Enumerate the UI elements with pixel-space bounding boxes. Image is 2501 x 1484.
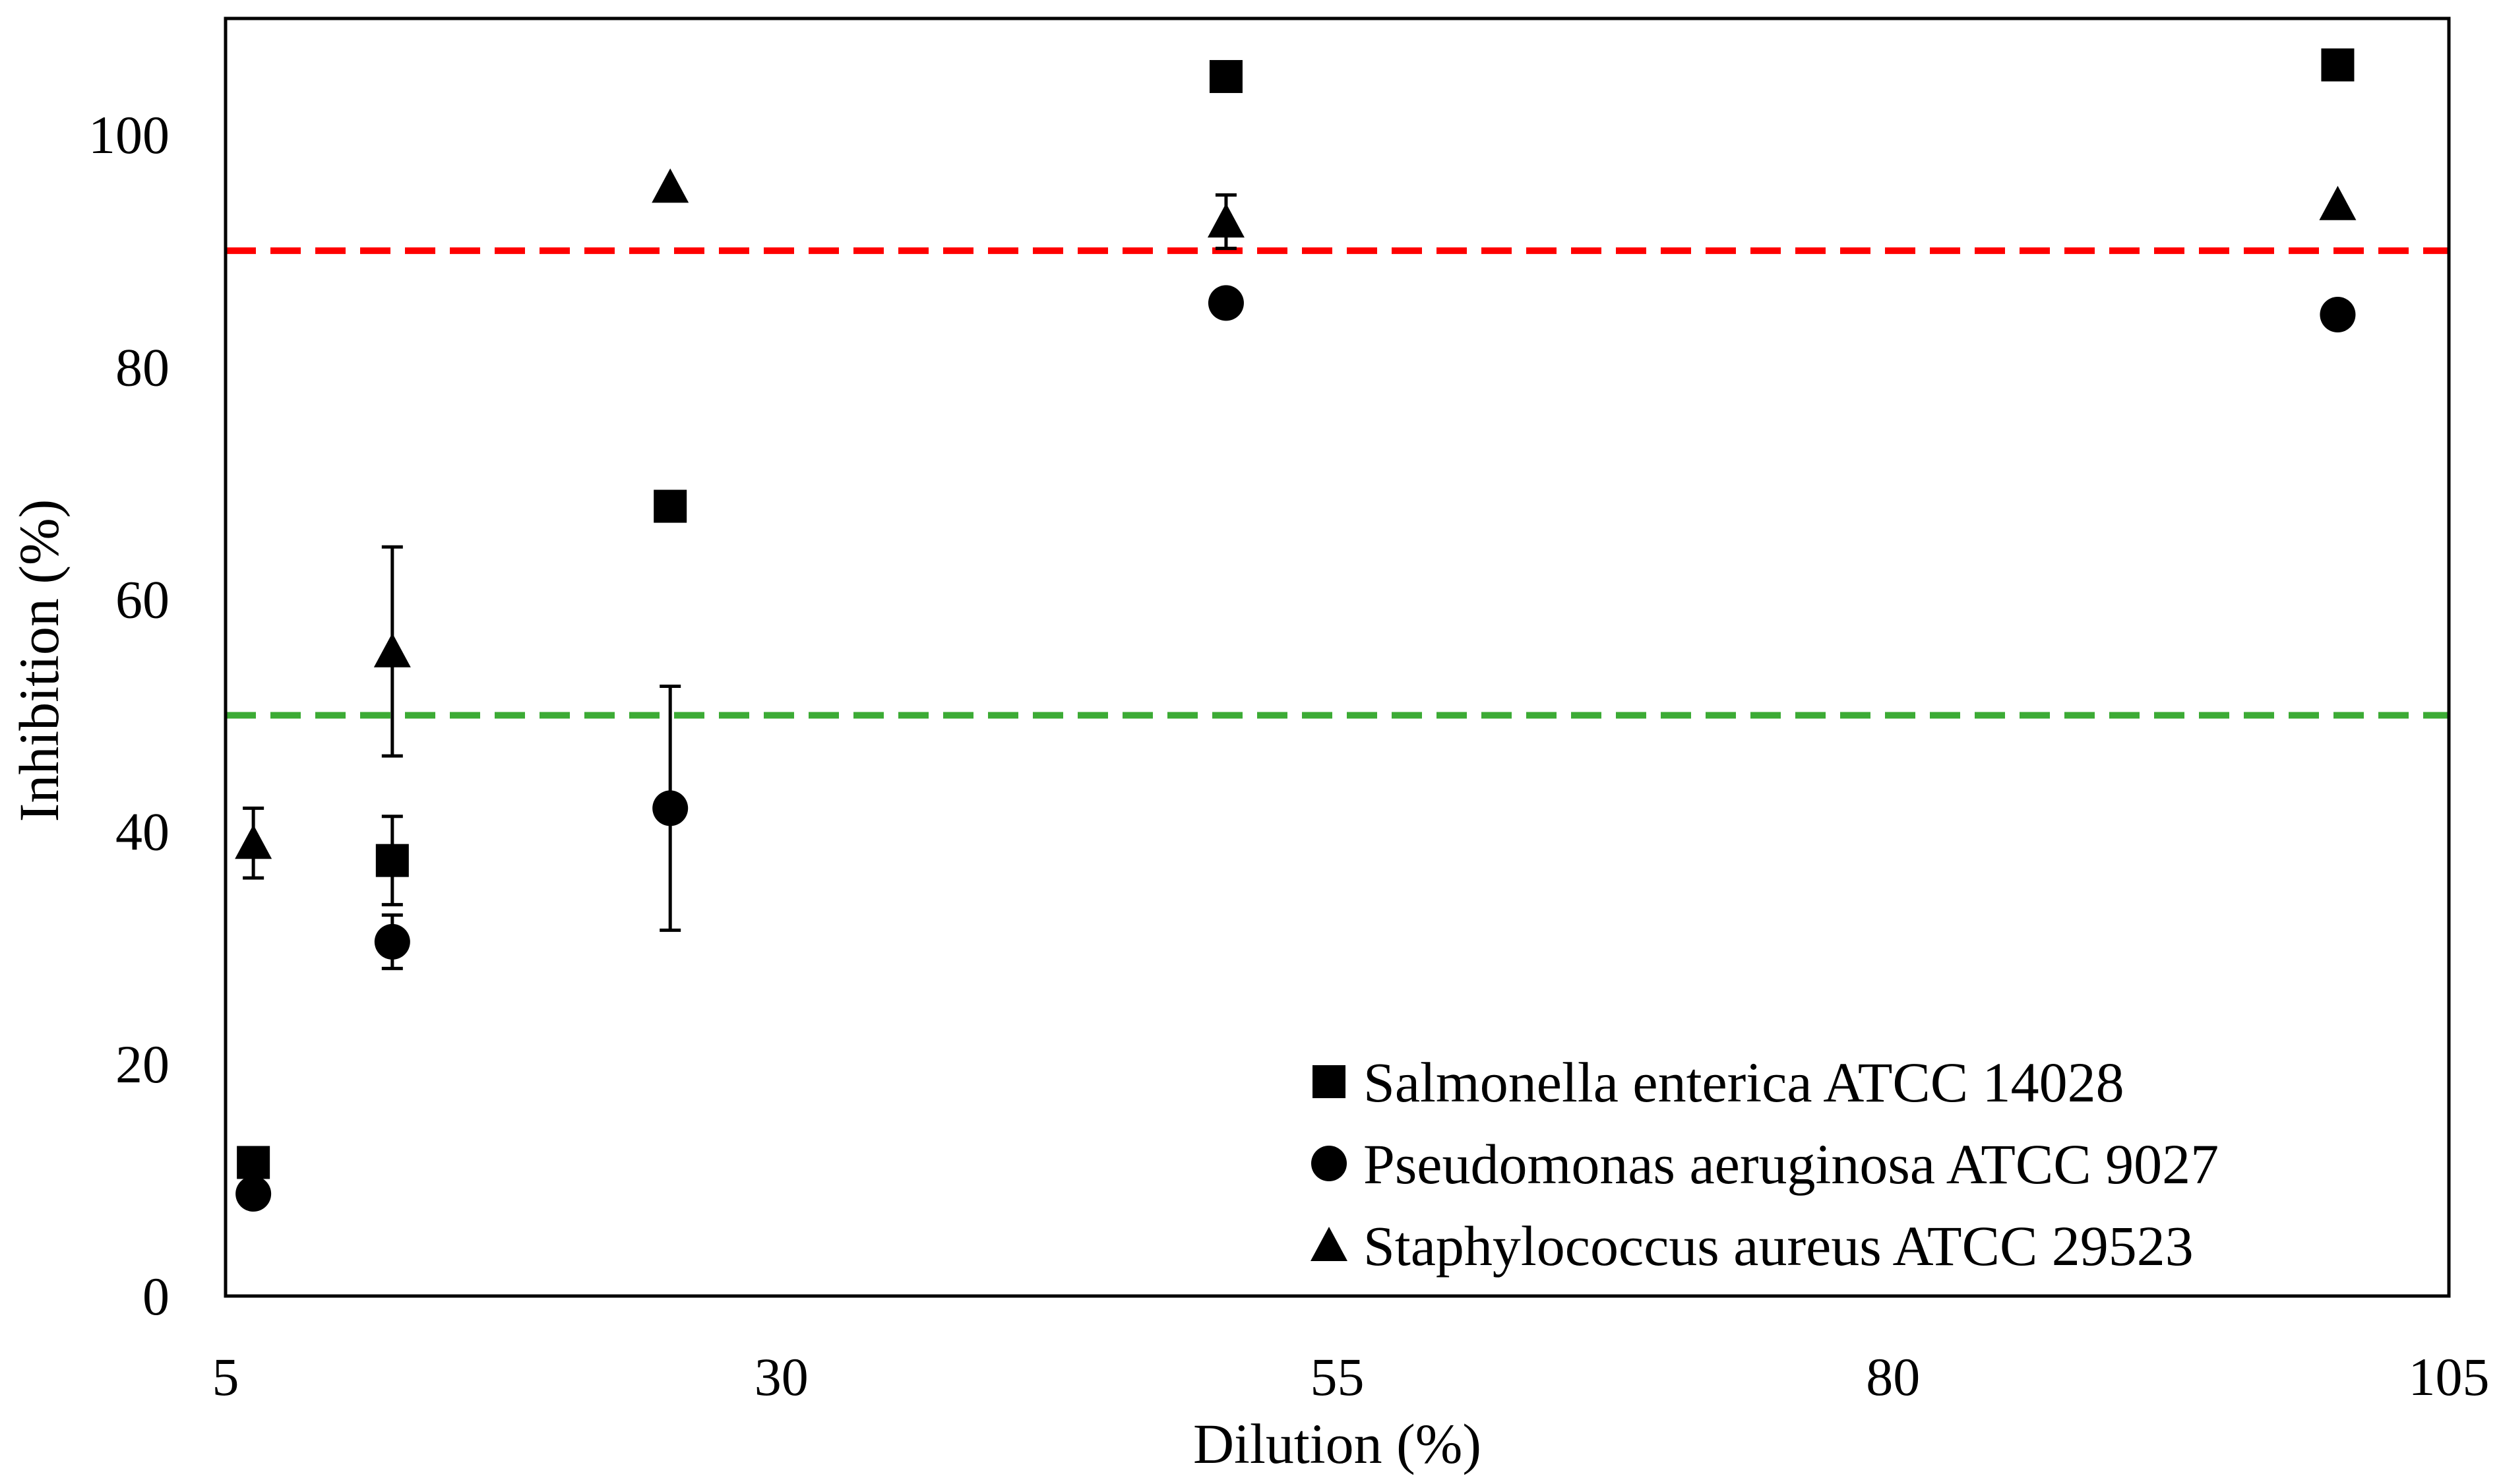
data-point-square	[2321, 48, 2355, 82]
legend-marker-triangle	[1311, 1227, 1347, 1261]
data-point-triangle	[652, 168, 689, 203]
data-point-square	[237, 1146, 270, 1179]
legend-marker-circle	[1311, 1146, 1347, 1181]
data-point-circle	[374, 923, 410, 960]
x-tick-label: 55	[1311, 1347, 1365, 1407]
x-tick-label: 5	[212, 1347, 239, 1407]
x-tick-label: 30	[755, 1347, 809, 1407]
data-point-triangle	[2319, 185, 2357, 220]
y-tick-label: 100	[88, 105, 170, 165]
legend-marker-square	[1312, 1065, 1345, 1098]
legend-label: Pseudomonas aeruginosa ATCC 9027	[1363, 1132, 2219, 1196]
data-point-circle	[1208, 285, 1244, 321]
data-point-circle	[652, 790, 689, 826]
x-axis-title: Dilution (%)	[1193, 1412, 1481, 1475]
data-points	[235, 48, 2357, 1212]
x-tick-label: 105	[2409, 1347, 2490, 1407]
data-point-triangle	[1207, 203, 1245, 238]
y-axis-title: Inhibition (%)	[7, 499, 71, 822]
legend-item: Pseudomonas aeruginosa ATCC 9027	[1311, 1132, 2219, 1196]
legend-item: Staphylococcus aureus ATCC 29523	[1311, 1214, 2194, 1278]
y-tick-label: 80	[115, 337, 170, 397]
plot-area-frame	[224, 16, 2451, 1298]
legend-label: Salmonella enterica ATCC 14028	[1363, 1051, 2124, 1114]
y-tick-label: 40	[115, 802, 170, 862]
data-point-triangle	[235, 824, 272, 859]
legend-item: Salmonella enterica ATCC 14028	[1312, 1051, 2124, 1114]
data-point-circle	[235, 1176, 272, 1212]
data-point-square	[375, 844, 409, 877]
axis-ticks: 5 30 55 80 105 0 20 40 60 80 100	[88, 105, 2490, 1407]
legend: Salmonella enterica ATCC 14028 Pseudomona…	[1311, 1051, 2219, 1278]
reference-lines	[226, 247, 2449, 719]
legend-label: Staphylococcus aureus ATCC 29523	[1363, 1214, 2194, 1278]
x-tick-label: 80	[1866, 1347, 1920, 1407]
y-tick-label: 60	[115, 569, 170, 629]
data-point-square	[654, 489, 687, 523]
y-tick-label: 20	[115, 1034, 170, 1094]
data-point-circle	[2320, 297, 2356, 333]
data-point-square	[1209, 60, 1243, 94]
y-tick-label: 0	[142, 1266, 170, 1326]
data-point-triangle	[373, 633, 411, 667]
